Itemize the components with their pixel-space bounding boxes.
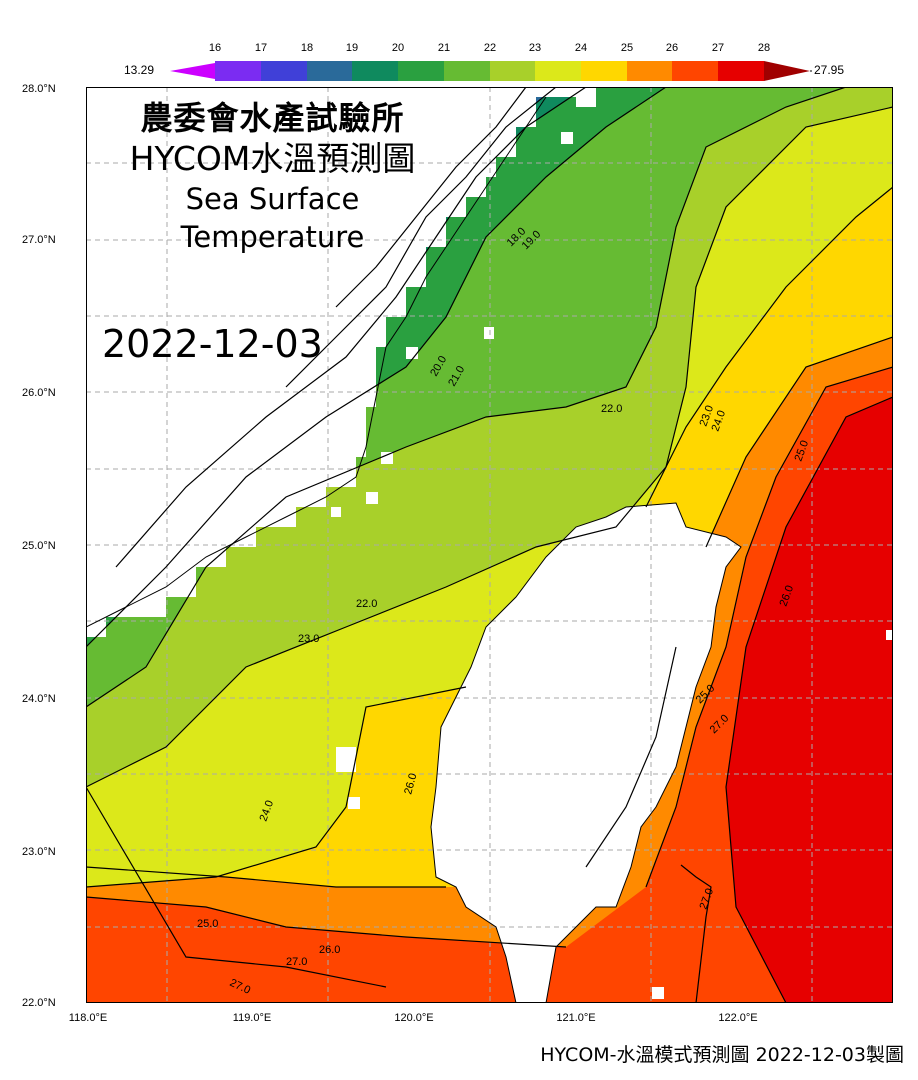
- colorbar-tick: 17: [254, 42, 268, 54]
- lon-label-118: 118.0°E: [68, 1012, 108, 1024]
- lon-label-121: 121.0°E: [556, 1012, 596, 1024]
- colorbar-tick: 23: [528, 42, 542, 54]
- lat-label-26: 26.0°N: [22, 387, 56, 399]
- colorbar-tick: 21: [437, 42, 451, 54]
- title-en-line2: Temperature: [180, 220, 365, 254]
- colorbar-tick: 25: [620, 42, 634, 54]
- colorbar-tick: 28: [757, 42, 771, 54]
- contour-label: 23.0: [298, 633, 319, 645]
- footer-caption: HYCOM-水溫模式預測圖 2022-12-03製圖: [540, 1044, 904, 1066]
- lat-label-27: 27.0°N: [22, 234, 56, 246]
- colorbar-tick: 24: [574, 42, 588, 54]
- colorbar-tick: 16: [208, 42, 222, 54]
- lat-label-22: 22.0°N: [22, 997, 56, 1009]
- contour-label: 25.0: [197, 918, 218, 930]
- contour-label: 22.0: [356, 598, 377, 610]
- lat-label-23: 23.0°N: [22, 846, 56, 858]
- colorbar-min-label: 13.29: [124, 63, 155, 77]
- map-title: 農委會水產試驗所 HYCOM水溫預測圖 Sea Surface Temperat…: [100, 98, 445, 256]
- colorbar-tick: 20: [391, 42, 405, 54]
- colorbar-tick: 22: [483, 42, 497, 54]
- lon-label-119: 119.0°E: [232, 1012, 272, 1024]
- contour-label: 22.0: [601, 403, 622, 415]
- sst-field: 18.0 19.0 20.0 21.0 22.0 22.0 23.0 23.0 …: [86, 87, 893, 1003]
- colorbar-tick: 26: [665, 42, 679, 54]
- lon-label-122: 122.0°E: [718, 1012, 758, 1024]
- contour-label: 26.0: [402, 772, 419, 796]
- colorbar-legend: 13.29 27.95 16 17 18 19 20 21 22 23 24 2…: [0, 0, 918, 90]
- sst-map: 18.0 19.0 20.0 21.0 22.0 22.0 23.0 23.0 …: [86, 87, 893, 1003]
- title-institute: 農委會水產試驗所: [140, 99, 405, 137]
- lat-label-24: 24.0°N: [22, 693, 56, 705]
- contour-label: 26.0: [319, 944, 340, 956]
- title-product: HYCOM水溫預測圖: [129, 139, 416, 178]
- title-en-line1: Sea Surface: [185, 182, 360, 216]
- colorbar-tick: 19: [345, 42, 359, 54]
- colorbar-tick: 27: [711, 42, 725, 54]
- lon-label-120: 120.0°E: [394, 1012, 434, 1024]
- colorbar-max-label: 27.95: [814, 63, 845, 77]
- forecast-date: 2022-12-03: [102, 322, 323, 366]
- colorbar-tick: 18: [300, 42, 314, 54]
- lat-label-25: 25.0°N: [22, 540, 56, 552]
- lat-label-28: 28.0°N: [22, 83, 56, 95]
- contour-label: 27.0: [286, 956, 307, 968]
- colorbar-graphic: [170, 61, 812, 81]
